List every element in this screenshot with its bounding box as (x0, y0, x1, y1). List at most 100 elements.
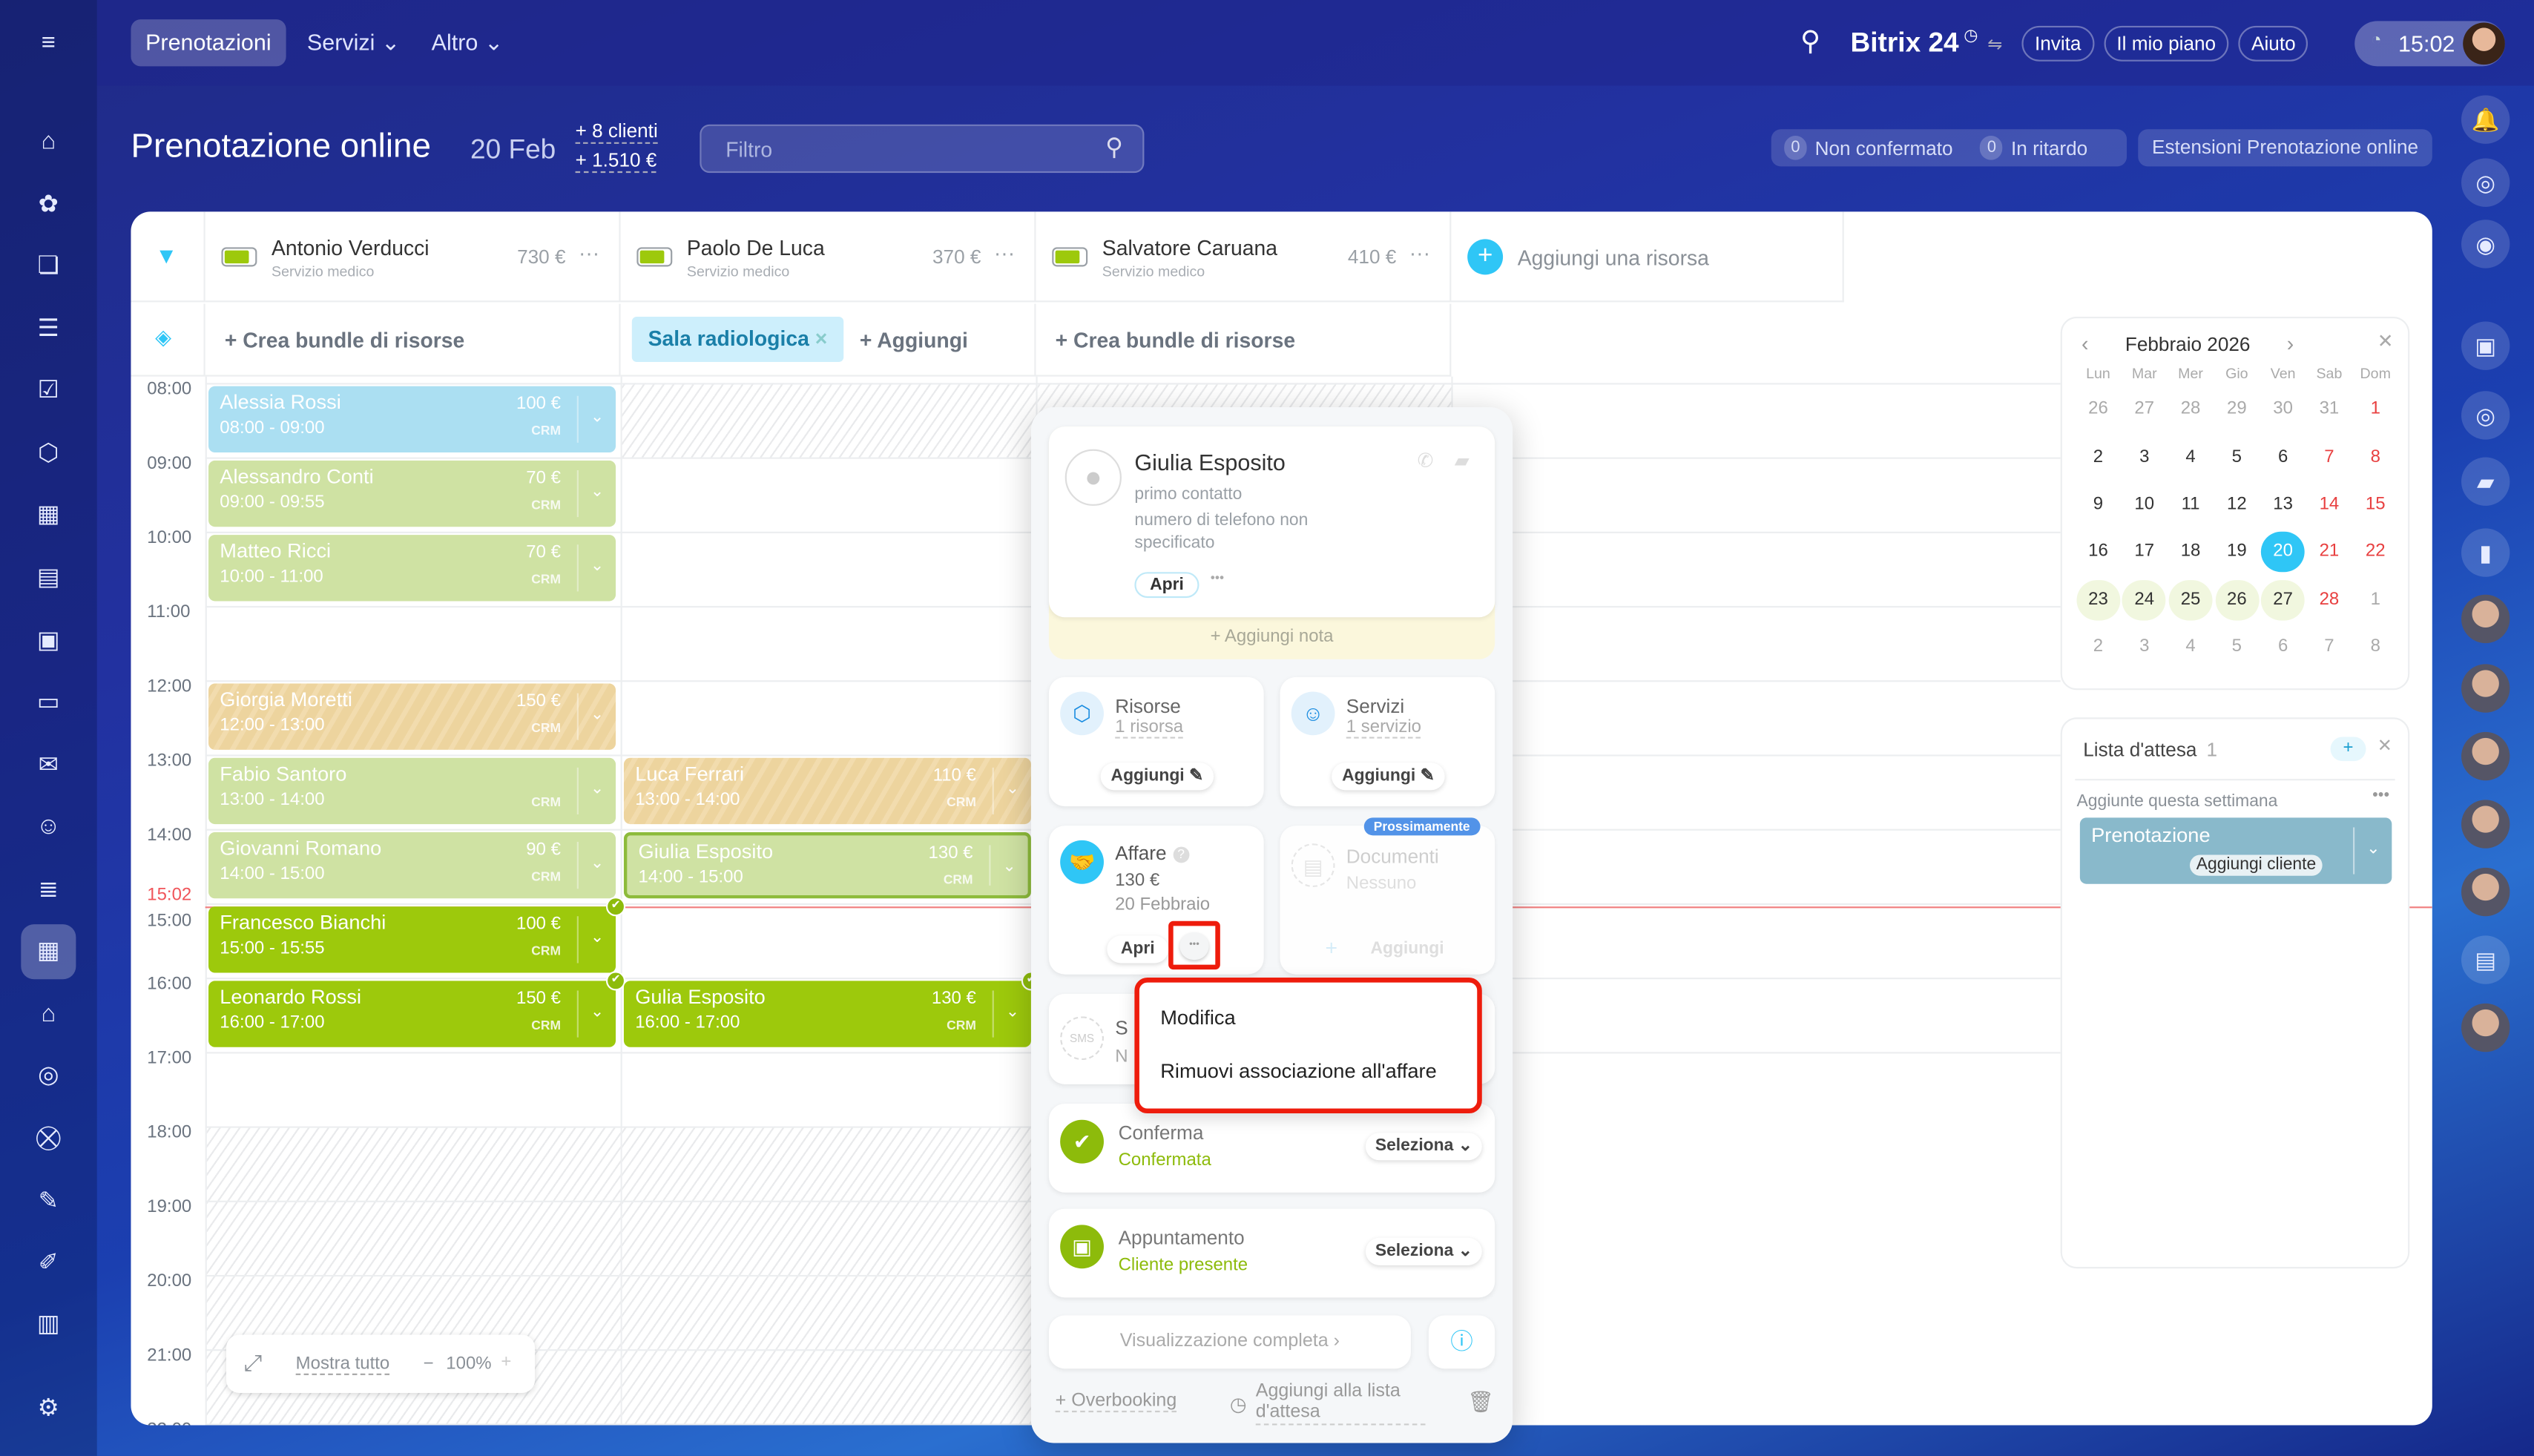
booking-event[interactable]: Fabio Santoro 13:00 - 14:00 CRM ⌄ (208, 757, 616, 825)
chevron-down-icon[interactable]: ⌄ (2353, 827, 2392, 874)
calendar-day[interactable]: 27 (2122, 386, 2168, 434)
more-icon[interactable]: ··· (993, 240, 1016, 266)
calendar-day[interactable]: 1 (2352, 576, 2398, 624)
resource-column-header[interactable]: Salvatore Caruana Servizio medico 410 € ··· (1036, 211, 1452, 303)
calendar-day[interactable]: 18 (2168, 529, 2214, 576)
target-icon[interactable]: ◎ (38, 1061, 59, 1090)
collapse-icon[interactable]: ✕ (2377, 737, 2392, 757)
menu-item-edit[interactable]: Modifica (1160, 1007, 1236, 1030)
calendar-day[interactable]: 28 (2168, 386, 2214, 434)
add-client-button[interactable]: Aggiungi cliente (2190, 854, 2323, 876)
calendar-day[interactable]: 1 (2352, 386, 2398, 434)
calendar-icon[interactable]: ▦ (36, 501, 60, 529)
resources-count[interactable]: 1 risorsa (1115, 717, 1184, 739)
zoom-out-button[interactable]: − (423, 1354, 434, 1374)
non-confirmed-label[interactable]: Non confermato (1814, 136, 1953, 159)
calendar-day[interactable]: 10 (2122, 481, 2168, 529)
booking-icon[interactable]: ▦ (21, 924, 76, 980)
event-crm-icons[interactable]: CRM (531, 794, 561, 810)
tab-servizi[interactable]: Servizi ⌄ (306, 29, 401, 56)
tab-altro[interactable]: Altro ⌄ (431, 29, 504, 56)
mail-icon[interactable]: ✉ (38, 751, 59, 780)
calendar-day[interactable]: 13 (2260, 481, 2306, 529)
calendar-day[interactable]: 21 (2306, 529, 2352, 576)
add-note-button[interactable]: + Aggiungi nota (1210, 627, 1334, 647)
calendar-day[interactable]: 8 (2352, 624, 2398, 671)
layers-icon[interactable]: ◈ (155, 324, 171, 349)
calendar-day[interactable]: 14 (2306, 481, 2352, 529)
menu-icon[interactable]: ≡ (41, 29, 56, 57)
calendar-day[interactable]: 22 (2352, 529, 2398, 576)
calendar-day[interactable]: 6 (2260, 624, 2306, 671)
calendar-day[interactable]: 29 (2214, 386, 2260, 434)
calendar-day[interactable]: 4 (2168, 434, 2214, 481)
calendar-day[interactable]: 12 (2214, 481, 2260, 529)
more-icon[interactable]: ··· (1409, 240, 1431, 266)
booking-event[interactable]: Matteo Ricci 10:00 - 11:00 70 € CRM ⌄ (208, 535, 616, 602)
show-all-button[interactable]: Mostra tutto (295, 1354, 390, 1375)
calendar-day[interactable]: 25 (2168, 576, 2214, 624)
appointment-select[interactable]: Seleziona ⌄ (1365, 1237, 1482, 1265)
open-client-button[interactable]: Apri (1134, 572, 1199, 599)
calendar-day[interactable]: 31 (2306, 386, 2352, 434)
copilot-icon[interactable]: ◎ (2461, 158, 2510, 207)
client-name[interactable]: Giulia Esposito (1134, 449, 1286, 475)
event-crm-icons[interactable]: CRM (947, 794, 976, 810)
booking-event[interactable]: Gulia Esposito 16:00 - 17:00 130 € CRM ⌄ (623, 981, 1031, 1047)
chat-icon[interactable]: ❏ (37, 251, 59, 280)
resource-column-header[interactable]: Paolo De Luca Servizio medico 370 € ··· (620, 211, 1036, 303)
zoom-in-button[interactable]: + (501, 1352, 512, 1372)
confirm-select[interactable]: Seleziona ⌄ (1365, 1133, 1482, 1161)
bookmark-icon[interactable]: ▮ (2461, 528, 2510, 577)
chevron-down-icon[interactable]: ⌄ (989, 845, 1027, 886)
avatar[interactable] (2461, 867, 2510, 917)
calendar-day[interactable]: 3 (2122, 434, 2168, 481)
checklist-icon[interactable]: ☑ (37, 376, 59, 404)
booking-event[interactable]: Luca Ferrari 13:00 - 14:00 110 € CRM ⌄ (623, 757, 1031, 825)
chevron-down-icon[interactable]: ⌄ (576, 395, 616, 443)
avatar[interactable] (2461, 731, 2510, 781)
calendar-day[interactable]: 26 (2214, 576, 2260, 624)
event-crm-icons[interactable]: CRM (531, 572, 561, 587)
calendar-day[interactable]: 9 (2075, 481, 2121, 529)
page-date[interactable]: 20 Feb (470, 134, 556, 165)
chat-icon[interactable]: ▰ (2461, 457, 2510, 506)
create-bundle-button[interactable]: + Crea bundle di risorse (1036, 303, 1452, 377)
filter-icon[interactable]: ≣ (38, 875, 59, 903)
more-icon[interactable]: ··· (578, 240, 600, 266)
calendar-day[interactable]: 17 (2122, 529, 2168, 576)
calendar-day[interactable]: 26 (2075, 386, 2121, 434)
add-resource-button[interactable]: Aggiungi ✎ (1100, 762, 1214, 791)
calendar-day[interactable]: 23 (2075, 576, 2121, 624)
sign-icon[interactable]: ✎ (38, 1187, 59, 1216)
expand-icon[interactable]: ⤢ (243, 1349, 263, 1375)
add-resource-button[interactable]: + Aggiungi una risorsa (1451, 211, 1844, 303)
calendar-day[interactable]: 5 (2214, 624, 2260, 671)
analytics-icon[interactable]: ▥ (36, 1310, 60, 1338)
event-crm-icons[interactable]: CRM (531, 720, 561, 736)
my-plan-button[interactable]: Il mio piano (2103, 25, 2229, 62)
calendar-day[interactable]: 5 (2214, 434, 2260, 481)
event-crm-icons[interactable]: CRM (531, 869, 561, 884)
help-icon[interactable]: ? (1173, 846, 1190, 863)
full-view-button[interactable]: Visualizzazione completa › (1048, 1315, 1411, 1369)
user-avatar[interactable] (2463, 22, 2505, 65)
open-deal-button[interactable]: Apri (1107, 935, 1169, 963)
late-label[interactable]: In ritardo (2011, 136, 2088, 159)
avatar[interactable] (2461, 594, 2510, 644)
chevron-down-icon[interactable]: ⌄ (992, 990, 1031, 1038)
more-icon[interactable]: ••• (1210, 570, 1225, 585)
tasks-icon[interactable]: ☰ (37, 314, 59, 343)
calendar-day[interactable]: 28 (2306, 576, 2352, 624)
chevron-down-icon[interactable]: ⌄ (992, 767, 1031, 815)
event-crm-icons[interactable]: CRM (531, 423, 561, 438)
extensions-button[interactable]: Estensioni Prenotazione online (2138, 129, 2432, 167)
tab-prenotazioni[interactable]: Prenotazioni (131, 19, 286, 67)
chevron-down-icon[interactable]: ⌄ (576, 767, 616, 815)
calendar-day[interactable]: 7 (2306, 624, 2352, 671)
event-crm-icons[interactable]: CRM (943, 872, 973, 888)
add-service-button[interactable]: Aggiungi ✎ (1332, 762, 1445, 791)
close-icon[interactable]: × (814, 326, 828, 351)
messages-icon[interactable]: ◉ (2461, 220, 2510, 269)
event-crm-icons[interactable]: CRM (531, 1018, 561, 1033)
